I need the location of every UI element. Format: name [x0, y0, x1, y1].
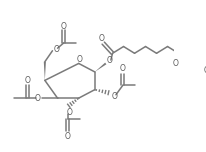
Text: O: O — [172, 59, 178, 68]
Text: O: O — [120, 64, 126, 73]
Text: O: O — [111, 92, 117, 101]
Text: O: O — [34, 95, 40, 104]
Polygon shape — [44, 62, 46, 80]
Text: O: O — [24, 76, 30, 85]
Text: O: O — [65, 132, 71, 141]
Text: O: O — [99, 34, 104, 43]
Text: O: O — [204, 66, 206, 75]
Text: O: O — [61, 22, 66, 31]
Text: O: O — [107, 56, 113, 65]
Text: O: O — [67, 108, 72, 117]
Text: O: O — [54, 45, 60, 54]
Text: O: O — [77, 55, 82, 64]
Polygon shape — [95, 63, 107, 72]
